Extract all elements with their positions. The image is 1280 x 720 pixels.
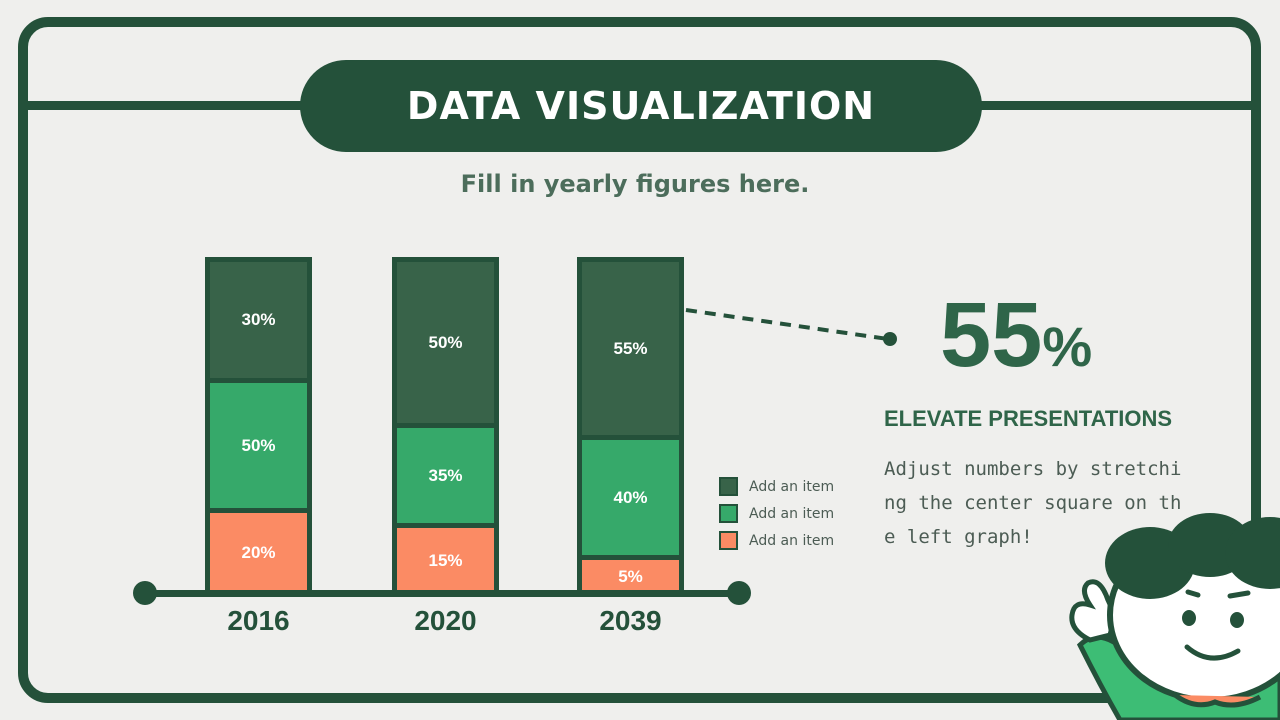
callout-number: 55 <box>940 284 1043 386</box>
bar-segment-green[interactable]: 50% <box>210 383 307 508</box>
legend-label: Add an item <box>749 478 835 495</box>
legend-swatch-green-icon <box>719 504 738 523</box>
x-tick-2016: 2016 <box>227 605 290 636</box>
bar-segment-green[interactable]: 40% <box>582 440 679 555</box>
page-title: DATA VISUALIZATION <box>406 84 876 128</box>
chart-subtitle: Fill in yearly figures here. <box>460 170 810 198</box>
axis-start-dot-icon <box>133 581 157 605</box>
legend-item: Add an item <box>719 527 834 554</box>
legend-label: Add an item <box>749 532 835 549</box>
legend-swatch-orange-icon <box>719 531 738 550</box>
callout-body: Adjust numbers by stretching the center … <box>884 458 1182 548</box>
bar-2016[interactable]: 30% 50% 20% <box>205 257 312 593</box>
title-banner: DATA VISUALIZATION <box>300 60 982 152</box>
callout-dot-icon <box>883 332 897 346</box>
legend-item: Add an item <box>719 473 834 500</box>
legend-swatch-dark-icon <box>719 477 738 496</box>
chart-legend: Add an item Add an item Add an item <box>719 473 834 554</box>
legend-label: Add an item <box>749 505 835 522</box>
bar-segment-dark[interactable]: 55% <box>582 262 679 435</box>
callout-value: 55% <box>940 285 1092 397</box>
bar-segment-orange[interactable]: 20% <box>210 513 307 593</box>
axis-end-dot-icon <box>727 581 751 605</box>
bar-segment-dark[interactable]: 50% <box>397 262 494 423</box>
x-tick-2039: 2039 <box>599 605 662 636</box>
bar-2020[interactable]: 50% 35% 15% <box>392 257 499 593</box>
bar-2039[interactable]: 55% 40% 5% <box>577 257 684 593</box>
x-tick-2020: 2020 <box>414 605 477 636</box>
mascot-character-icon <box>1069 513 1280 720</box>
bar-segment-dark[interactable]: 30% <box>210 262 307 378</box>
bar-segment-green[interactable]: 35% <box>397 428 494 523</box>
callout-heading: ELEVATE PRESENTATIONS <box>884 406 1173 431</box>
legend-item: Add an item <box>719 500 834 527</box>
x-axis-line <box>145 590 739 597</box>
callout-unit: % <box>1042 315 1093 378</box>
bar-segment-orange[interactable]: 15% <box>397 528 494 593</box>
bar-segment-orange[interactable]: 5% <box>582 560 679 593</box>
